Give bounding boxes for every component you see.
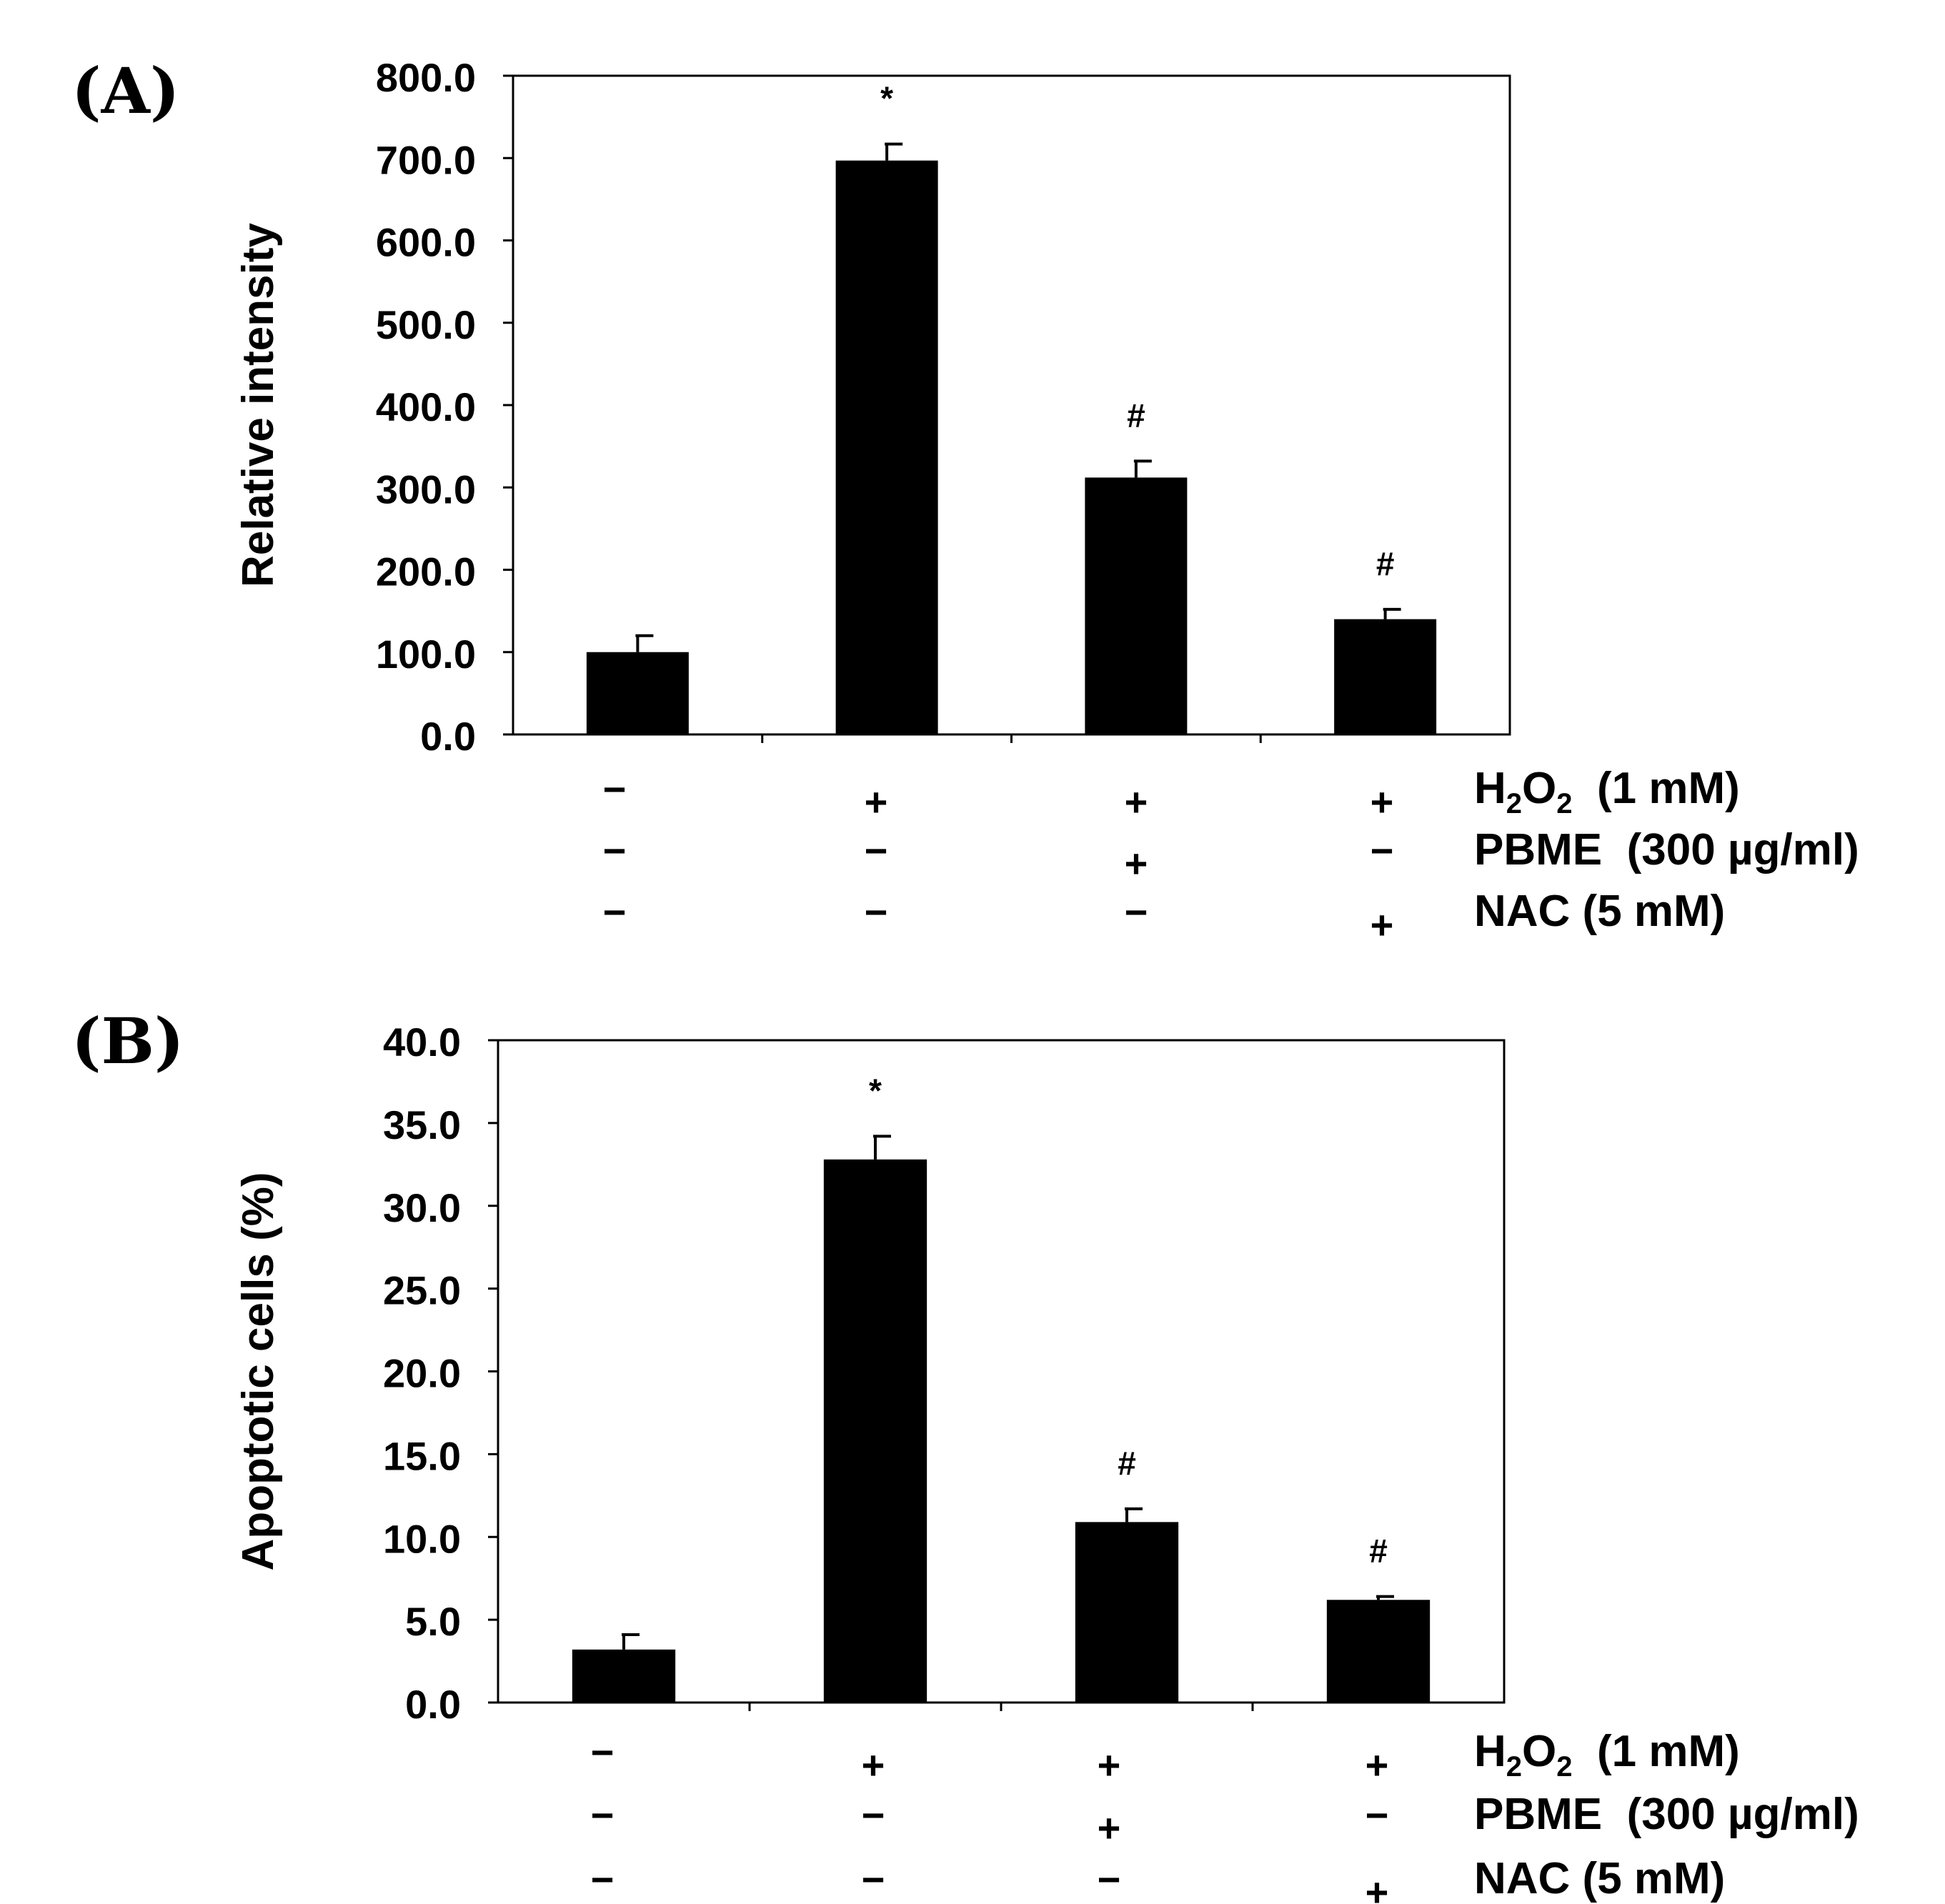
bar [572, 1649, 676, 1703]
treatment-label-part: 2 [1506, 1751, 1522, 1783]
bar [1334, 619, 1437, 734]
bar [835, 160, 938, 734]
panel-a: (A) 0.0 100.0 200.0 300.0 400.0 500.0 600.0 700.… [71, 54, 1859, 947]
treatment-mark: − [1125, 889, 1148, 934]
treatment-label-part: O [1522, 764, 1556, 813]
bar [1085, 477, 1188, 734]
y-tick-label: 400.0 [376, 384, 476, 429]
treatment-label-part: O [1522, 1727, 1556, 1776]
treatment-label: PBME (300 µg/ml) [1474, 825, 1859, 874]
y-tick-label: 0.0 [405, 1682, 461, 1727]
y-tick-label: 500.0 [376, 302, 476, 347]
treatment-label-part: H [1474, 1727, 1506, 1776]
treatment-mark: − [865, 828, 888, 873]
treatment-mark: − [862, 1857, 885, 1902]
treatment-mark: + [862, 1743, 885, 1788]
treatment-mark: − [591, 1730, 615, 1775]
y-tick-label: 35.0 [383, 1102, 461, 1147]
treatment-mark: − [603, 828, 627, 873]
treatment-mark: + [1125, 779, 1148, 824]
treatment-mark: − [591, 1793, 615, 1838]
treatment-mark: + [1098, 1805, 1121, 1850]
y-tick-label: 15.0 [383, 1433, 461, 1478]
treatment-mark: − [603, 767, 627, 812]
panel-b: (B) 0.0 5.0 10.0 15.0 20.0 25.0 30.0 35.0 40.0 Apo… [71, 1004, 1859, 1904]
treatment-label: NAC (5 mM) [1474, 887, 1725, 936]
y-axis-title: Relative intensity [234, 223, 283, 587]
treatment-mark: − [603, 889, 627, 934]
y-tick-label: 5.0 [405, 1599, 461, 1644]
y-tick-label: 200.0 [376, 549, 476, 594]
treatment-mark: + [1366, 1743, 1389, 1788]
y-tick-label: 40.0 [383, 1020, 461, 1065]
treatment-label-part: (1 mM) [1573, 764, 1740, 813]
treatment-label-part: H [1474, 764, 1506, 813]
significance-mark: # [1127, 397, 1145, 434]
y-tick-label: 30.0 [383, 1185, 461, 1230]
y-axis-title: Apoptotic cells (%) [234, 1172, 283, 1570]
y-tick-label: 10.0 [383, 1516, 461, 1561]
y-tick-label: 700.0 [376, 137, 476, 182]
treatment-mark: − [591, 1857, 615, 1902]
treatment-mark: + [1371, 902, 1394, 947]
panel-label: (B) [71, 1004, 184, 1078]
treatment-mark: − [1366, 1793, 1389, 1838]
treatment-label-part: (1 mM) [1573, 1727, 1740, 1776]
treatment-mark: + [1125, 841, 1148, 886]
treatment-mark: + [865, 779, 888, 824]
treatment-mark: + [1366, 1870, 1389, 1904]
treatment-mark: + [1371, 779, 1394, 824]
bar [1075, 1522, 1179, 1703]
bar [1326, 1600, 1431, 1703]
treatment-label: PBME (300 µg/ml) [1474, 1790, 1859, 1839]
treatment-mark: + [1098, 1743, 1121, 1788]
significance-mark: * [869, 1072, 882, 1109]
significance-mark: # [1118, 1445, 1136, 1482]
treatment-mark: − [862, 1793, 885, 1838]
treatment-mark: − [865, 889, 888, 934]
significance-mark: # [1376, 545, 1395, 582]
treatment-label: H2O2 (1 mM) [1474, 764, 1740, 819]
treatment-label-part: 2 [1506, 788, 1522, 819]
bar [823, 1159, 927, 1703]
treatment-label-part: 2 [1556, 1751, 1572, 1783]
treatment-label-part: 2 [1556, 788, 1572, 819]
y-tick-label: 800.0 [376, 55, 476, 100]
y-tick-label: 20.0 [383, 1351, 461, 1396]
y-tick-label: 600.0 [376, 220, 476, 265]
treatment-mark: − [1098, 1857, 1121, 1902]
significance-mark: # [1369, 1532, 1388, 1570]
treatment-label: H2O2 (1 mM) [1474, 1727, 1740, 1783]
treatment-mark: − [1371, 828, 1394, 873]
bar [586, 652, 689, 734]
y-tick-label: 0.0 [420, 714, 476, 759]
y-tick-label: 300.0 [376, 467, 476, 512]
significance-mark: * [880, 80, 893, 117]
panel-label: (A) [71, 54, 180, 128]
y-tick-label: 100.0 [376, 632, 476, 677]
treatment-label: NAC (5 mM) [1474, 1854, 1725, 1903]
y-tick-label: 25.0 [383, 1268, 461, 1313]
